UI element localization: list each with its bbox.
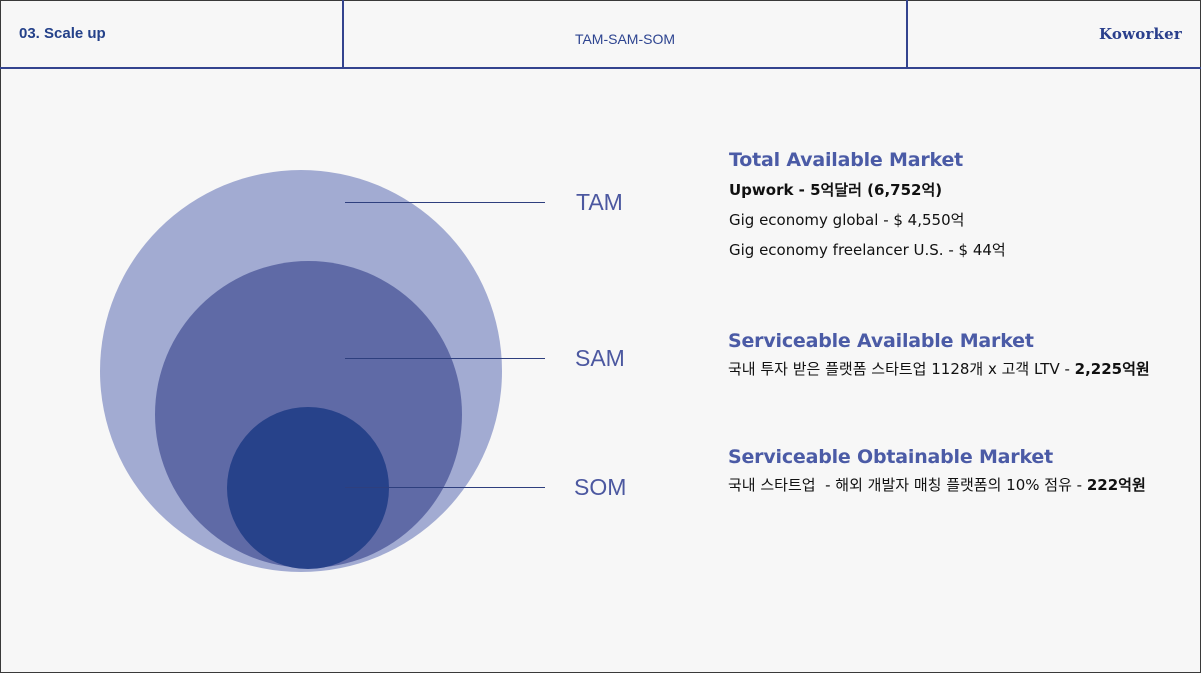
tam-leader-line — [345, 202, 545, 203]
sam-heading: Serviceable Available Market — [728, 330, 1034, 352]
slide-title: TAM-SAM-SOM — [574, 31, 676, 47]
tam-label: TAM — [576, 189, 623, 215]
som-heading: Serviceable Obtainable Market — [728, 446, 1053, 468]
som-value: 222억원 — [1086, 476, 1146, 494]
som-line: 국내 스타트업 - 해외 개발자 매칭 플랫폼의 10% 점유 - 222억원 — [728, 470, 1146, 500]
tam-description: Total Available Market Upwork - 5억달러 (6,… — [729, 149, 1006, 265]
som-text: 국내 스타트업 - 해외 개발자 매칭 플랫폼의 10% 점유 - — [728, 476, 1087, 494]
som-circle — [227, 407, 389, 569]
tam-heading: Total Available Market — [729, 149, 964, 171]
sam-leader-line — [345, 358, 545, 359]
sam-text: 국내 투자 받은 플랫폼 스타트업 1128개 x 고객 LTV - — [728, 360, 1075, 378]
sam-description: Serviceable Available Market 국내 투자 받은 플랫… — [728, 330, 1150, 384]
tam-line: Gig economy global - $ 4,550억 — [729, 211, 965, 229]
som-description: Serviceable Obtainable Market 국내 스타트업 - … — [728, 446, 1146, 500]
tam-line: Gig economy freelancer U.S. - $ 44억 — [729, 241, 1006, 259]
section-label: 03. Scale up — [19, 25, 106, 42]
market-diagram: TAM SAM SOM — [0, 70, 700, 670]
sam-label: SAM — [575, 345, 625, 371]
tam-line: Upwork - 5억달러 (6,752억) — [729, 181, 943, 199]
sam-value: 2,225억원 — [1074, 360, 1150, 378]
som-leader-line — [345, 487, 545, 488]
header-divider — [342, 0, 344, 69]
som-label: SOM — [574, 474, 627, 500]
brand-logo: Koworker — [1099, 25, 1182, 43]
slide-header: 03. Scale up TAM-SAM-SOM Koworker — [0, 0, 1201, 69]
header-divider — [906, 0, 908, 69]
sam-line: 국내 투자 받은 플랫폼 스타트업 1128개 x 고객 LTV - 2,225… — [728, 354, 1150, 384]
